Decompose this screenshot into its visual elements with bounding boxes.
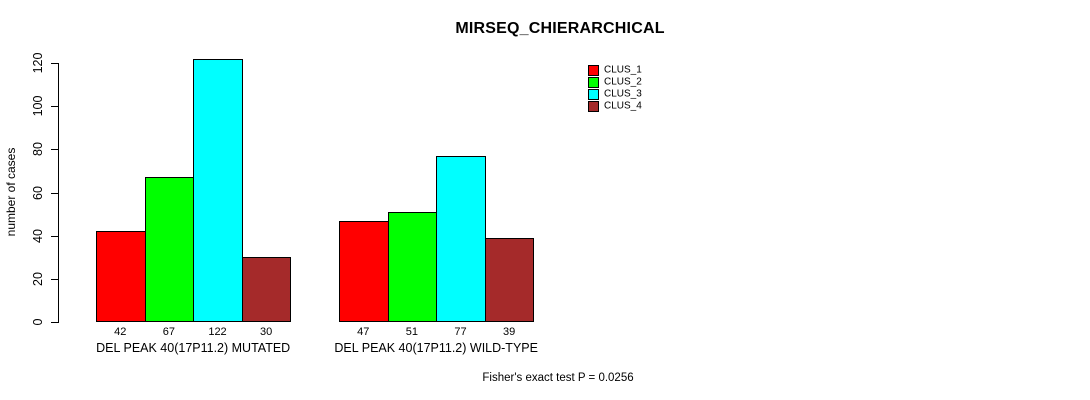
legend-color-swatch: [588, 64, 599, 76]
bar-value-label: 47: [357, 326, 370, 338]
y-tick-line: [51, 192, 58, 194]
x-group-label: DEL PEAK 40(17P11.2) WILD-TYPE: [334, 341, 538, 355]
legend-item-label: CLUS_3: [604, 88, 642, 100]
bar: [96, 231, 146, 322]
legend-item-label: CLUS_1: [604, 64, 642, 76]
y-tick-line: [51, 149, 58, 151]
y-tick-label: 0: [31, 318, 45, 326]
legend-color-swatch: [588, 100, 599, 112]
y-tick-line: [51, 235, 58, 237]
bar-value-label: 30: [259, 326, 273, 338]
bar-value-label: 51: [405, 326, 419, 338]
bar: [241, 257, 292, 322]
bar-value-label: 122: [208, 326, 227, 338]
y-tick-label: 20: [31, 271, 45, 286]
legend-item-label: CLUS_4: [604, 100, 642, 112]
bar: [387, 211, 438, 322]
bar: [339, 220, 389, 322]
y-tick-label: 80: [31, 142, 45, 157]
bar: [193, 58, 243, 322]
y-axis-line: [58, 63, 59, 323]
y-tick-label: 60: [31, 185, 45, 200]
bar: [484, 237, 535, 322]
y-axis-label: number of cases: [4, 147, 18, 237]
y-tick-line: [51, 63, 58, 64]
y-tick-line: [51, 322, 58, 323]
bar-value-label: 39: [502, 326, 516, 338]
legend-color-swatch: [588, 88, 599, 100]
bar: [436, 155, 486, 322]
y-tick-label: 120: [31, 52, 45, 74]
y-tick-label: 100: [31, 95, 45, 117]
bar-value-label: 42: [114, 326, 127, 338]
legend-item-label: CLUS_2: [604, 76, 642, 88]
y-tick-line: [51, 278, 58, 280]
bar-value-label: 67: [162, 326, 176, 338]
legend-color-swatch: [588, 76, 599, 88]
footnote: Fisher's exact test P = 0.0256: [482, 372, 634, 384]
y-tick-line: [51, 106, 58, 108]
y-tick-label: 40: [31, 228, 45, 243]
x-group-label: DEL PEAK 40(17P11.2) MUTATED: [96, 341, 291, 355]
bar-value-label: 77: [454, 326, 467, 338]
chart-title: MIRSEQ_CHIERARCHICAL: [455, 20, 665, 37]
bar: [144, 177, 195, 322]
